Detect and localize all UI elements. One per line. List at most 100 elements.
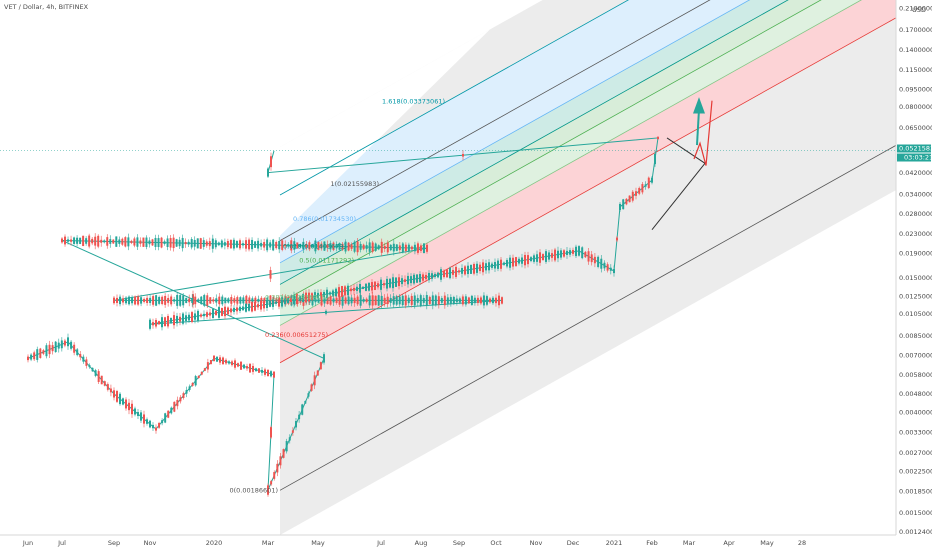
y-tick-label: 0.09500000 — [899, 86, 932, 94]
triangle-upper-line — [666, 137, 706, 164]
candle-body — [305, 243, 308, 248]
candle-body — [224, 306, 226, 317]
candle-body — [79, 354, 82, 358]
candle-body — [491, 263, 493, 268]
candle-body — [197, 375, 200, 379]
candle-body — [603, 262, 606, 269]
candle-body — [631, 191, 634, 201]
candle-body — [236, 307, 238, 312]
candle-body — [281, 240, 284, 250]
candle-body — [329, 296, 332, 305]
candle-body — [185, 315, 187, 321]
candle-body — [221, 307, 223, 316]
candle-body — [185, 390, 188, 394]
candle-body — [578, 246, 580, 256]
candle-body — [176, 315, 178, 324]
candle-body — [115, 236, 118, 247]
candle-body — [437, 296, 440, 305]
candle-body — [151, 239, 154, 246]
candle-body — [275, 241, 278, 249]
candle-body — [338, 296, 341, 305]
y-tick-label: 0.01250000 — [899, 292, 932, 300]
candle-body — [395, 296, 398, 305]
candle-body — [619, 203, 621, 210]
candle-body — [215, 310, 217, 316]
countdown-value: 03:03:21 — [904, 154, 932, 162]
candle-body — [220, 240, 223, 248]
candle-body — [176, 399, 179, 407]
candle-body — [398, 296, 401, 305]
candle-body — [85, 359, 88, 366]
candle-body — [233, 298, 236, 303]
y-tick-label: 0.11500000 — [899, 66, 932, 74]
candle-body — [263, 301, 265, 309]
candle-body — [323, 297, 326, 304]
countdown-badge — [897, 153, 931, 162]
candle-body — [407, 244, 410, 252]
candle-body — [479, 264, 481, 271]
candle-body — [36, 349, 39, 360]
candle-body — [530, 257, 532, 262]
candle-body — [88, 235, 91, 247]
candle-body — [377, 245, 380, 250]
candle-body — [304, 400, 307, 404]
candle-body — [422, 274, 424, 281]
candle-body — [335, 288, 337, 297]
candle-body — [179, 295, 182, 306]
candle-body — [308, 242, 311, 250]
candle-body — [501, 297, 503, 304]
candle-body — [458, 270, 460, 273]
candle-body — [232, 239, 235, 249]
fib-level-label: 0(0.00186601) — [230, 486, 279, 494]
candle-body — [597, 256, 600, 267]
candle-body — [293, 295, 295, 305]
candle-body — [209, 360, 212, 365]
candle-body — [654, 153, 656, 165]
candle-body — [181, 237, 184, 249]
candle-body — [179, 316, 181, 322]
price-axis-panel[interactable] — [896, 0, 932, 550]
candle-body — [239, 306, 241, 311]
candle-body — [428, 296, 431, 304]
candle-body — [188, 314, 190, 321]
candle-body — [273, 371, 275, 378]
candle-body — [67, 239, 70, 242]
candle-body — [470, 264, 472, 274]
candle-body — [641, 184, 644, 193]
candle-body — [230, 308, 232, 313]
candle-body — [284, 244, 287, 247]
candle-body — [206, 312, 208, 317]
candle-body — [359, 295, 362, 306]
candle-body — [282, 449, 285, 458]
x-tick-label: Nov — [530, 539, 543, 547]
candle-body — [249, 363, 251, 373]
candle-body — [332, 242, 335, 250]
candle-body — [269, 242, 272, 248]
candle-body — [133, 238, 136, 246]
candle-body — [196, 238, 199, 249]
candle-body — [208, 241, 211, 247]
candle-body — [258, 368, 260, 373]
candle-body — [194, 296, 197, 305]
candle-body — [223, 242, 226, 246]
candle-body — [338, 243, 341, 250]
candle-body — [173, 401, 176, 412]
candle-body — [419, 245, 422, 251]
candle-body — [288, 437, 291, 441]
candle-body — [45, 345, 48, 357]
y-tick-label: 0.00124000 — [899, 528, 932, 536]
candle-body — [296, 294, 298, 305]
candle-body — [404, 295, 407, 306]
candle-body — [212, 308, 214, 319]
candle-body — [161, 420, 164, 424]
y-tick-label: 0.21000000 — [899, 5, 932, 13]
candle-body — [410, 276, 412, 284]
candle-body — [323, 291, 325, 298]
candle-body — [485, 296, 488, 305]
fib-level-label: 1.618(0.03373061) — [382, 97, 445, 105]
candle-body — [572, 249, 574, 254]
fib-level-label: 0.236(0.00651275) — [265, 331, 328, 339]
candle-body — [347, 296, 350, 305]
candle-body — [88, 365, 91, 368]
